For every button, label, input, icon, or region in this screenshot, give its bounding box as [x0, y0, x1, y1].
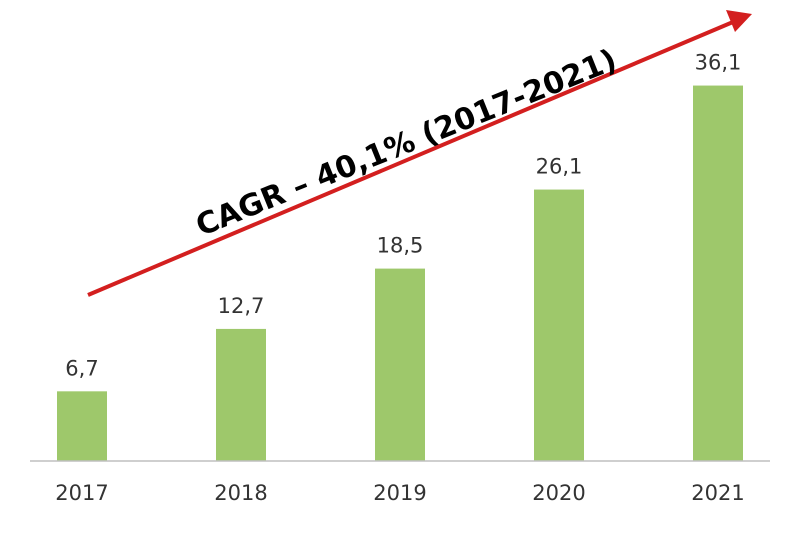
- value-label-2017: 6,7: [65, 356, 98, 380]
- bar-2017: [57, 391, 107, 461]
- cagr-arrow-line: [87, 20, 734, 297]
- value-label-2021: 36,1: [695, 51, 742, 75]
- value-label-2018: 12,7: [218, 294, 265, 318]
- x-tick-label-2019: 2019: [373, 481, 426, 505]
- bar-2019: [375, 268, 425, 461]
- bar-2021: [693, 85, 743, 461]
- x-tick-labels: 2017 2018 2019 2020 2021: [55, 481, 744, 505]
- bar-2018: [216, 328, 266, 461]
- cagr-arrow-head: [726, 10, 752, 32]
- value-label-2020: 26,1: [536, 155, 583, 179]
- bar-2020: [534, 189, 584, 461]
- value-labels-group: 6,7 12,7 18,5 26,1 36,1: [65, 51, 741, 381]
- x-tick-label-2018: 2018: [214, 481, 267, 505]
- value-label-2019: 18,5: [377, 234, 424, 258]
- x-tick-label-2021: 2021: [691, 481, 744, 505]
- x-tick-label-2017: 2017: [55, 481, 108, 505]
- bars-group: [57, 85, 743, 461]
- cagr-arrow: [87, 10, 752, 297]
- x-tick-label-2020: 2020: [532, 481, 585, 505]
